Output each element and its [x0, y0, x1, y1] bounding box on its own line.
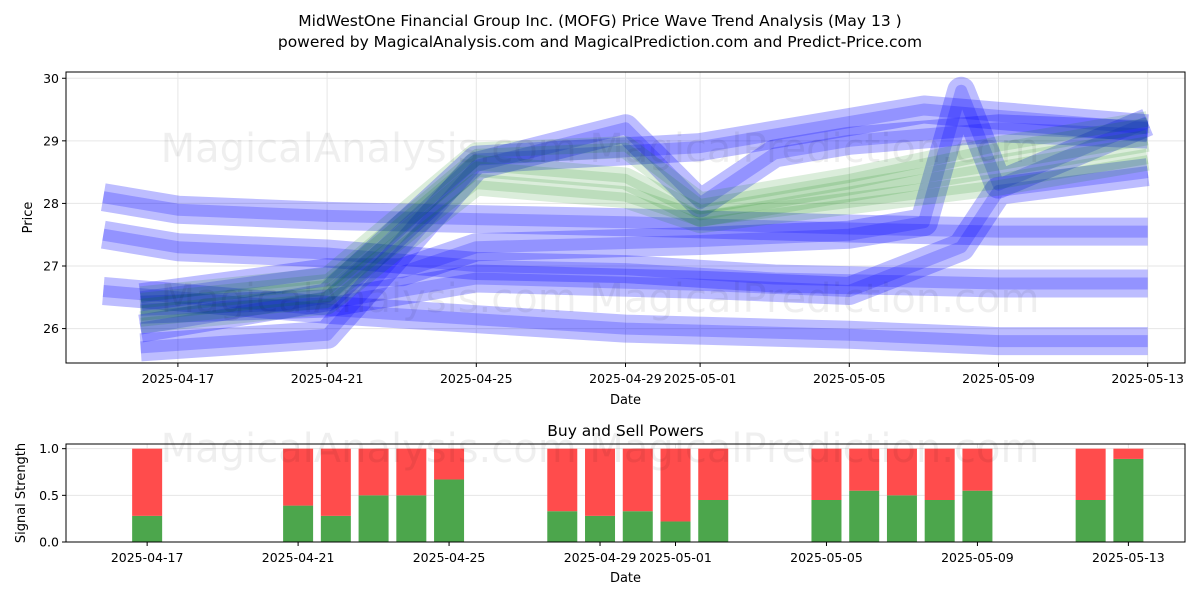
top-ytick-label: 26: [43, 321, 59, 336]
buy-bar: [962, 490, 993, 542]
buy-bar: [132, 515, 163, 542]
sell-bar: [434, 448, 465, 480]
top-xtick-label: 2025-05-01: [664, 371, 737, 386]
buy-bar: [811, 500, 842, 542]
price-line-1: [102, 191, 1148, 238]
price-band-1: [100, 183, 1148, 246]
price-band-3: [138, 76, 1154, 312]
bottom-xtick-label: 2025-05-05: [790, 550, 863, 565]
sell-bar: [660, 448, 691, 522]
price-line-7: [140, 136, 1149, 315]
price-band-4: [140, 158, 1150, 324]
price-line-5: [140, 122, 1148, 354]
watermark-top-2: MagicalAnalysis.com MagicalPrediction.co…: [161, 276, 1040, 322]
price-line-6: [139, 103, 1149, 335]
price-series-group: [100, 76, 1154, 362]
sell-bar: [698, 448, 729, 500]
bottom-xtick-label: 2025-04-21: [262, 550, 335, 565]
top-xtick-label: 2025-05-13: [1111, 371, 1184, 386]
top-xtick-label: 2025-04-25: [440, 371, 513, 386]
bottom-xaxis-label: Date: [610, 571, 641, 586]
sell-bar: [886, 448, 917, 496]
top-xtick-label: 2025-04-17: [142, 371, 215, 386]
bottom-chart-title: Buy and Sell Powers: [547, 422, 704, 440]
bottom-xtick-label: 2025-04-25: [413, 550, 486, 565]
price-line-2: [102, 285, 1148, 348]
price-band-8: [139, 111, 1150, 309]
top-xtick-label: 2025-05-09: [962, 371, 1035, 386]
top-ytick-label: 27: [43, 259, 59, 274]
top-xtick-label: 2025-04-21: [291, 371, 364, 386]
sell-bar: [924, 448, 955, 500]
top-ytick-label: 28: [43, 196, 59, 211]
bottom-xtick-label: 2025-05-09: [941, 550, 1014, 565]
sell-bar: [622, 448, 653, 512]
bottom-xtick-label: 2025-04-29: [564, 550, 637, 565]
price-line-9: [140, 155, 1149, 327]
sell-bar: [132, 448, 163, 516]
bars-group: [132, 448, 1144, 542]
buy-bar: [1075, 500, 1106, 542]
bottom-xtick-label: 2025-04-17: [111, 550, 184, 565]
top-yaxis-label: Price: [21, 202, 36, 234]
buy-bar: [396, 495, 427, 542]
sell-bar: [585, 448, 616, 516]
price-band-9: [139, 148, 1150, 334]
buy-sell-powers-chart: 2025-04-17 2025-04-21 2025-04-25 2025-04-29…: [14, 422, 1186, 586]
price-wave-chart: 2025-04-17 2025-04-21 2025-04-25 2025-04-29…: [21, 71, 1186, 408]
top-ytick-label: 29: [43, 133, 59, 148]
buy-bar: [434, 479, 465, 542]
sell-bar: [811, 448, 842, 500]
chart-title-line1: MidWestOne Financial Group Inc. (MOFG) P…: [298, 12, 901, 30]
bottom-yaxis-label: Signal Strength: [14, 443, 29, 543]
buy-bar: [585, 515, 616, 542]
top-ytick-label: 30: [43, 71, 59, 86]
top-xtick-label: 2025-05-05: [813, 371, 886, 386]
price-line-0: [102, 228, 1148, 290]
sell-bar: [358, 448, 389, 496]
buy-bar: [320, 515, 351, 542]
sell-bar: [1075, 448, 1106, 500]
bottom-xtick-label: 2025-05-13: [1092, 550, 1165, 565]
price-line-4: [140, 166, 1149, 316]
sell-bar: [1113, 448, 1144, 459]
buy-bar: [924, 500, 955, 542]
sell-bar: [320, 448, 351, 516]
watermark-top-1: MagicalAnalysis.com MagicalPrediction.co…: [161, 126, 1040, 172]
sell-bar: [547, 448, 578, 512]
bottom-ytick-label: 0.5: [39, 488, 59, 503]
chart-title-line2: powered by MagicalAnalysis.com and Magic…: [278, 33, 922, 51]
price-band-7: [139, 129, 1150, 321]
buy-bar: [283, 505, 314, 542]
sell-bar: [283, 448, 314, 506]
price-band-6: [138, 95, 1149, 343]
bottom-frame: [65, 443, 1186, 543]
top-xaxis-label: Date: [610, 393, 641, 408]
watermark-bottom: MagicalAnalysis.com MagicalPrediction.co…: [161, 426, 1040, 472]
top-grid: [66, 72, 1185, 363]
buy-bar: [660, 521, 691, 542]
buy-bar: [622, 511, 653, 542]
buy-bar: [547, 511, 578, 542]
price-band-0: [100, 220, 1148, 298]
bottom-ytick-label: 1.0: [39, 441, 59, 456]
top-xtick-label: 2025-04-29: [589, 371, 662, 386]
price-line-3: [139, 84, 1151, 304]
buy-bar: [886, 495, 917, 542]
buy-bar: [1113, 458, 1144, 542]
sell-bar: [396, 448, 427, 496]
buy-bar: [698, 500, 729, 542]
buy-bar: [358, 495, 389, 542]
sell-bar: [849, 448, 880, 491]
bottom-xtick-label: 2025-05-01: [639, 550, 712, 565]
price-band-5: [139, 114, 1149, 362]
sell-bar: [962, 448, 993, 491]
bottom-ytick-label: 0.0: [39, 535, 59, 550]
price-line-8: [140, 117, 1149, 302]
buy-bar: [849, 490, 880, 542]
price-band-2: [102, 277, 1148, 356]
